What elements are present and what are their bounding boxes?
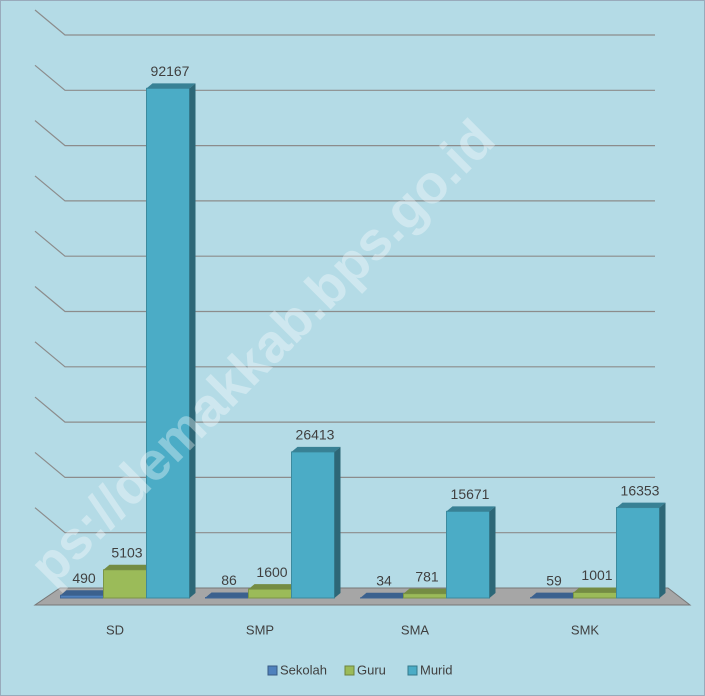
data-label: 1001 bbox=[581, 567, 612, 583]
bar bbox=[205, 592, 255, 599]
grid-line bbox=[34, 230, 655, 257]
bar-top bbox=[446, 506, 496, 512]
grid-line bbox=[34, 286, 655, 313]
bar-front bbox=[573, 591, 617, 599]
data-label: 1600 bbox=[256, 564, 287, 580]
data-label: 5103 bbox=[111, 544, 142, 560]
grid-line bbox=[34, 175, 655, 202]
bar-top bbox=[360, 592, 410, 598]
grid-line bbox=[34, 396, 655, 423]
bar-side bbox=[659, 502, 666, 598]
bar bbox=[403, 588, 453, 599]
bar-top bbox=[60, 590, 110, 596]
bar-top bbox=[103, 564, 153, 570]
data-label: 92167 bbox=[151, 63, 190, 79]
bar-front bbox=[248, 588, 292, 599]
bar bbox=[446, 506, 496, 599]
bar-front bbox=[446, 510, 490, 599]
bar bbox=[573, 587, 623, 599]
data-label: 15671 bbox=[451, 486, 490, 502]
grid-line bbox=[34, 341, 655, 368]
bar-top bbox=[146, 83, 196, 89]
x-tick-label: SD bbox=[106, 622, 124, 637]
grid-line bbox=[34, 120, 655, 147]
legend-swatch bbox=[344, 665, 355, 676]
bar-side bbox=[489, 506, 496, 598]
bar-side bbox=[334, 446, 341, 598]
data-label: 86 bbox=[221, 572, 237, 588]
bar bbox=[360, 592, 410, 599]
bar-side bbox=[189, 83, 196, 599]
x-tick-label: SMP bbox=[246, 622, 274, 637]
legend-label: Sekolah bbox=[280, 662, 327, 677]
bar-top bbox=[291, 446, 341, 452]
bar-front bbox=[616, 507, 660, 599]
grid-line bbox=[34, 451, 655, 478]
grid-line bbox=[34, 64, 655, 91]
bar bbox=[146, 83, 196, 599]
bar-front bbox=[291, 451, 335, 599]
bar-top bbox=[403, 588, 453, 594]
bar-top bbox=[530, 592, 580, 598]
bar bbox=[60, 590, 110, 599]
data-label: 16353 bbox=[621, 482, 660, 498]
legend-swatch bbox=[267, 665, 278, 676]
bar-front bbox=[60, 594, 104, 599]
x-tick-label: SMK bbox=[571, 622, 600, 637]
bar-top bbox=[573, 587, 623, 593]
bar bbox=[291, 446, 341, 599]
bar bbox=[530, 592, 580, 599]
legend-label: Guru bbox=[357, 662, 386, 677]
bar-top bbox=[248, 584, 298, 590]
legend-swatch bbox=[407, 665, 418, 676]
data-label: 490 bbox=[72, 570, 96, 586]
data-label: 781 bbox=[415, 568, 439, 584]
bar-front bbox=[146, 87, 190, 599]
data-label: 34 bbox=[376, 573, 392, 589]
bar bbox=[103, 564, 153, 599]
grid-line bbox=[34, 9, 655, 36]
bar bbox=[248, 584, 298, 599]
legend-label: Murid bbox=[420, 662, 453, 677]
bar-top bbox=[205, 592, 255, 598]
bar bbox=[616, 502, 666, 599]
bar-front bbox=[103, 569, 147, 599]
data-label: 59 bbox=[546, 572, 562, 588]
bar-front bbox=[403, 593, 447, 599]
x-tick-label: SMA bbox=[401, 622, 430, 637]
data-label: 26413 bbox=[296, 427, 335, 443]
bar-top bbox=[616, 502, 666, 508]
